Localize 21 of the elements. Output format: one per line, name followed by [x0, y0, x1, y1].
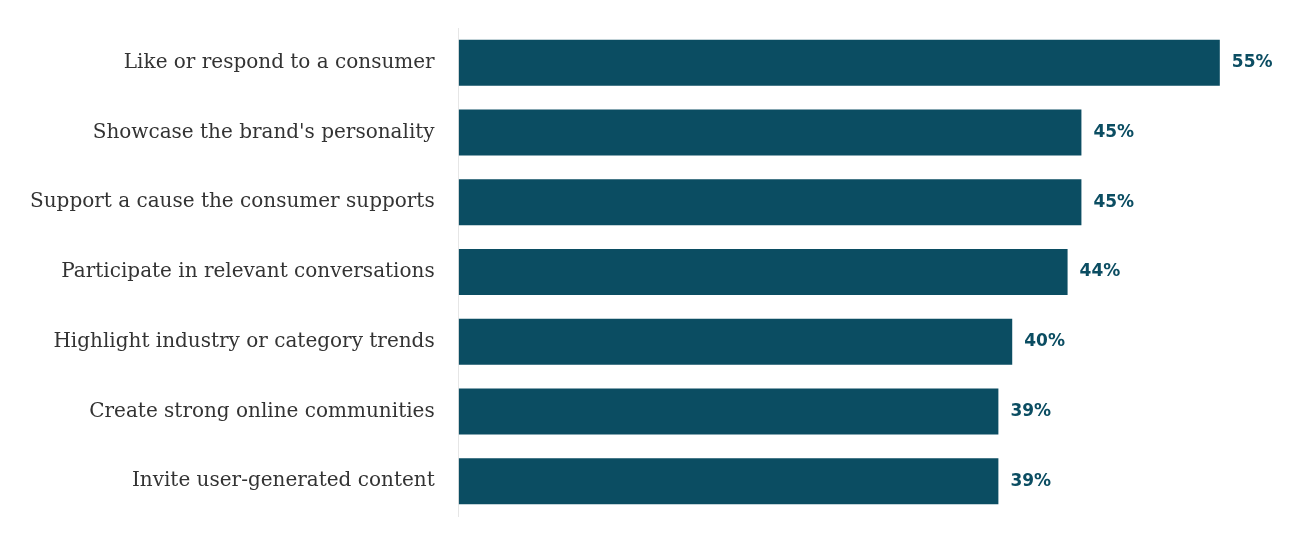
- y-tick-label: Participate in relevant conversations: [61, 258, 435, 283]
- data-label: 55%: [1231, 51, 1273, 72]
- bar: [458, 39, 1220, 86]
- bar: [458, 318, 1013, 365]
- bar: [458, 109, 1082, 156]
- y-tick-label: Create strong online communities: [89, 397, 435, 422]
- data-label: 45%: [1093, 190, 1135, 211]
- y-tick-label: Support a cause the consumer supports: [29, 188, 435, 213]
- y-tick-label: Like or respond to a consumer: [123, 49, 436, 74]
- data-label: 39%: [1010, 399, 1052, 420]
- data-label: 45%: [1093, 120, 1135, 141]
- data-label: 39%: [1010, 469, 1052, 490]
- bar: [458, 248, 1068, 296]
- y-tick-label: Invite user-generated content: [131, 467, 435, 492]
- y-tick-label: Showcase the brand's personality: [92, 118, 436, 143]
- y-tick-label: Highlight industry or category trends: [53, 327, 435, 352]
- data-label: 44%: [1079, 260, 1121, 281]
- bar: [458, 388, 999, 435]
- bar: [458, 458, 999, 505]
- bar: [458, 179, 1082, 226]
- data-label: 40%: [1024, 330, 1065, 351]
